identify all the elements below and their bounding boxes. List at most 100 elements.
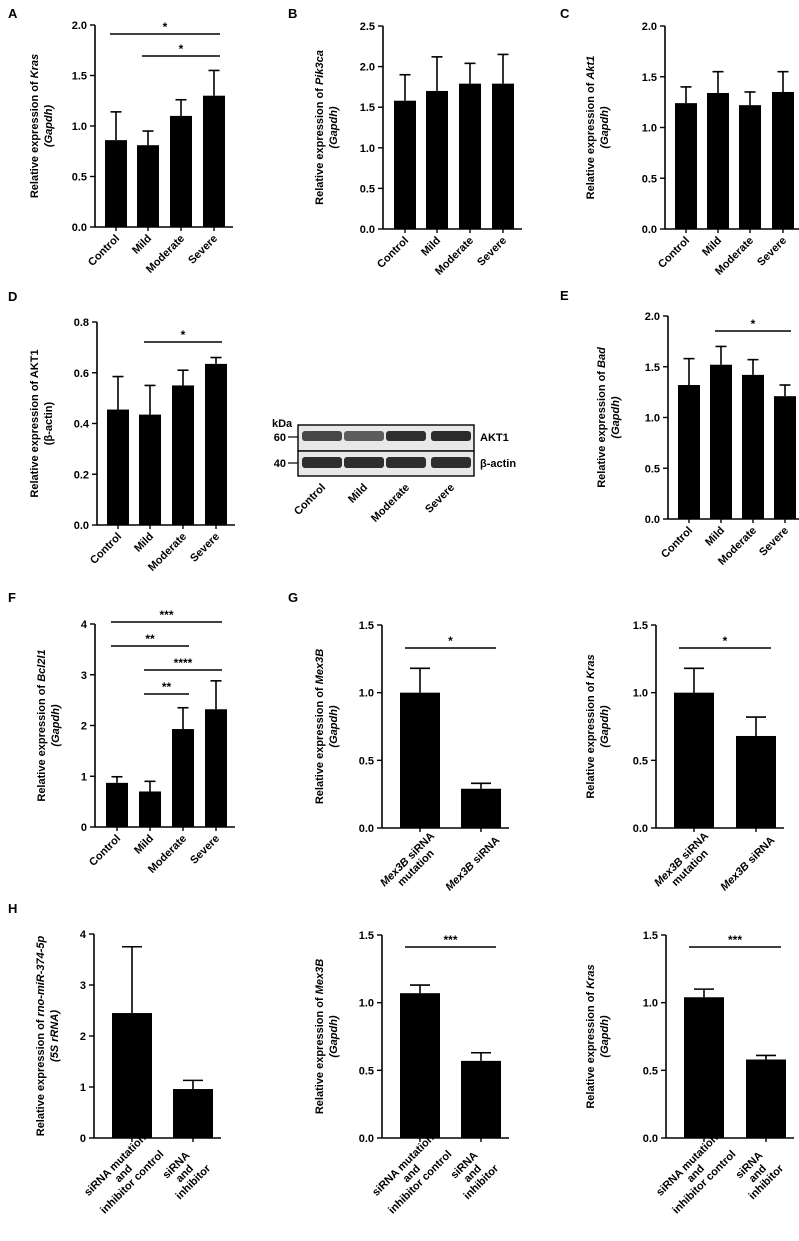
y-tick-label: 1.5 — [642, 72, 657, 84]
category-label: Mex3B siRNA — [443, 834, 502, 893]
category-label: Mex3B siRNAmutation — [652, 830, 720, 898]
y-tick-label: 0.5 — [642, 173, 657, 185]
y-tick-label: 1 — [80, 1082, 86, 1094]
y-tick-label: 2.5 — [360, 21, 375, 33]
y-axis-label: Relative expression of Bad — [596, 347, 608, 488]
lane-label: Mild — [346, 482, 370, 506]
protein-label: AKT1 — [480, 432, 509, 444]
y-tick-label: 1.0 — [72, 121, 87, 133]
category-label: Mild — [132, 531, 156, 555]
y-axis-label: Relative expression of Pik3ca — [314, 50, 326, 205]
bar — [139, 414, 161, 525]
y-axis-label: Relative expression of rno-miR-374-5p — [35, 935, 47, 1136]
y-tick-label: 4 — [81, 619, 88, 631]
y-axis-label: Relative expression of AKT1 — [29, 349, 41, 497]
significance-label: * — [181, 328, 186, 342]
kda-marker: 60 — [274, 432, 286, 444]
y-tick-label: 1.5 — [359, 930, 374, 942]
y-axis-label-part: Mex3B — [314, 649, 326, 685]
category-label-line: siRNA mutation — [370, 1132, 437, 1199]
y-axis-label-line2: (Gapdh) — [50, 704, 62, 746]
category-label-line: siRNA mutation — [82, 1132, 149, 1199]
bar — [173, 1089, 213, 1138]
y-tick-label: 0.0 — [72, 222, 87, 234]
blot-band — [386, 457, 426, 468]
y-axis-label-line2: (Gapdh) — [599, 705, 611, 747]
bar — [400, 692, 440, 828]
panel-letter: D — [8, 289, 17, 304]
y-axis-label-part: Relative expression of — [314, 994, 326, 1114]
chart-panel-h2: 0.0 0.5 1.0 1.5 Relative expression of Mex3B… — [314, 930, 509, 1216]
significance-label: *** — [728, 933, 742, 947]
bar — [170, 115, 192, 227]
significance-label: * — [751, 317, 756, 331]
y-tick-label: 0.5 — [72, 172, 87, 184]
category-label: siRNAandinhibitor — [730, 1145, 787, 1202]
category-label: siRNA mutationandinhibitor control — [369, 1131, 454, 1216]
blot-band — [344, 457, 384, 468]
panel-letter: A — [8, 6, 18, 21]
y-tick-label: 1.5 — [72, 71, 87, 83]
category-label: Mex3B siRNA — [718, 834, 777, 893]
significance-label: *** — [159, 608, 173, 622]
category-label: Mild — [703, 525, 727, 549]
category-label: siRNAandinhibitor — [445, 1145, 502, 1202]
category-label-italic: Mex3B — [718, 860, 752, 894]
kda-label: kDa — [272, 418, 293, 430]
bar — [139, 791, 161, 827]
y-axis-label: Relative expression of Mex3B — [314, 649, 326, 804]
y-axis-label-part: Akt1 — [585, 56, 597, 81]
bar — [394, 100, 416, 229]
y-tick-label: 1.5 — [360, 102, 375, 114]
significance-label: * — [448, 634, 453, 648]
bar — [492, 83, 514, 229]
y-tick-label: 0.5 — [359, 755, 374, 767]
category-label: Severe — [188, 833, 222, 867]
category-label: Control — [375, 235, 411, 271]
category-label: Severe — [186, 233, 220, 267]
bar — [172, 385, 194, 525]
category-label: Mild — [700, 235, 724, 259]
bar — [203, 95, 225, 227]
bar — [205, 709, 227, 827]
y-axis-label-part: Mex3B — [314, 959, 326, 995]
y-tick-label: 2.0 — [642, 21, 657, 33]
y-tick-label: 0 — [81, 822, 87, 834]
panel-letter: E — [560, 288, 569, 303]
bar — [106, 782, 128, 827]
blot-band — [386, 431, 426, 441]
category-label: Severe — [188, 531, 222, 565]
y-tick-label: 3 — [81, 670, 87, 682]
significance-label: *** — [443, 933, 457, 947]
y-tick-label: 0.0 — [359, 1133, 374, 1145]
y-axis-label-line2: (Gapdh) — [43, 105, 55, 147]
bar — [710, 364, 732, 519]
y-tick-label: 0.4 — [74, 419, 90, 431]
y-tick-label: 0.0 — [359, 823, 374, 835]
y-axis-label: Relative expression of Akt1 — [585, 56, 597, 200]
y-tick-label: 1.0 — [360, 143, 375, 155]
bar — [675, 103, 697, 229]
bar — [746, 1059, 786, 1138]
y-tick-label: 3 — [80, 980, 86, 992]
blot-band — [431, 457, 471, 468]
y-axis-label-part: Relative expression of — [35, 1016, 47, 1136]
y-tick-label: 0.0 — [74, 520, 89, 532]
y-axis-label-part: Relative expression of — [29, 78, 41, 198]
y-tick-label: 1.5 — [643, 930, 658, 942]
bar — [678, 385, 700, 519]
y-axis-label-part: Relative expression of — [36, 682, 48, 802]
y-axis-label-line2: (Gapdh) — [328, 106, 340, 148]
category-label: Severe — [757, 525, 791, 559]
bar — [739, 105, 761, 229]
blot-band — [302, 457, 342, 468]
y-axis-label: Relative expression of Bcl2l1 — [36, 649, 48, 801]
y-tick-label: 0.0 — [642, 224, 657, 236]
protein-label: β-actin — [480, 458, 516, 470]
category-label: siRNA mutationandinhibitor control — [653, 1131, 738, 1216]
